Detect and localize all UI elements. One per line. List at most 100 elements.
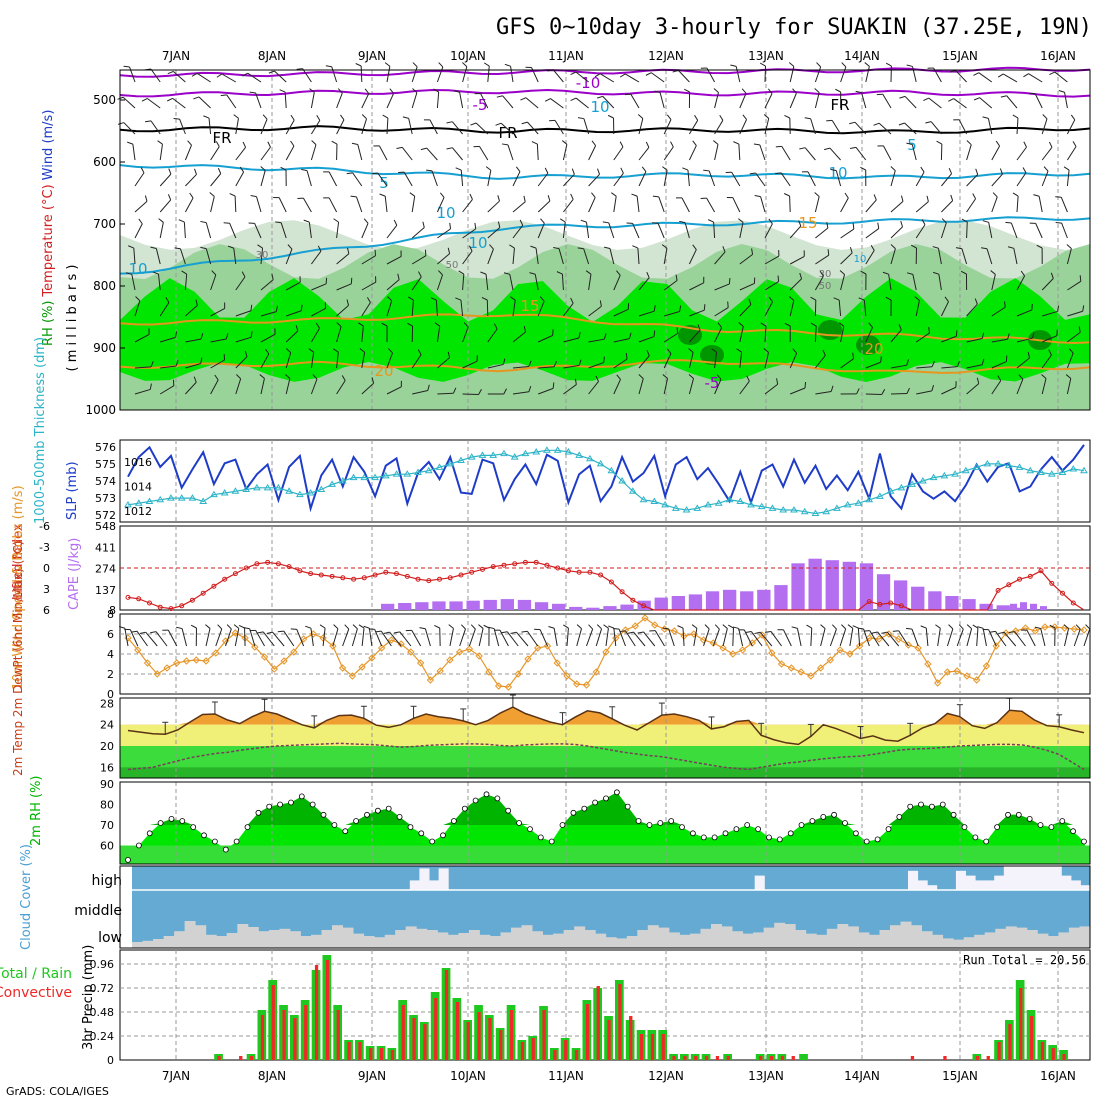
wind-barb bbox=[638, 310, 655, 317]
wind-speed-point bbox=[953, 667, 961, 675]
wind-barb-flag bbox=[616, 374, 621, 380]
wind-barb-flag bbox=[670, 141, 674, 148]
cloud-low-bar bbox=[311, 934, 322, 948]
wind-barb-flag bbox=[447, 351, 451, 358]
precip-convective-bar bbox=[997, 1042, 1001, 1060]
rh2m-point bbox=[581, 805, 588, 812]
thickness-point bbox=[564, 447, 573, 455]
cloud-low-bar bbox=[132, 942, 143, 948]
wind-barb-flag bbox=[578, 359, 582, 366]
wind-barb bbox=[256, 196, 262, 213]
li-point bbox=[565, 568, 571, 574]
wind-barb bbox=[462, 360, 478, 369]
wind-barb bbox=[1035, 223, 1043, 239]
wind-barb-flag bbox=[966, 140, 972, 146]
wind-barb bbox=[487, 227, 501, 239]
wind-barb-flag bbox=[173, 118, 180, 120]
wind-barb-flag bbox=[244, 350, 248, 357]
wind-barb-flag bbox=[217, 624, 223, 630]
cape-bar bbox=[791, 563, 805, 610]
wind-barb bbox=[1067, 331, 1081, 343]
wind-barb bbox=[512, 224, 524, 239]
wind-barb-flag bbox=[455, 297, 462, 301]
precip-convective-bar bbox=[910, 1056, 915, 1060]
li-point bbox=[200, 590, 206, 596]
y-tick-cape: 274 bbox=[95, 563, 116, 576]
wind-barb bbox=[285, 145, 295, 161]
wind-barb-flag bbox=[496, 95, 503, 98]
wind-barb-flag bbox=[295, 325, 299, 332]
wind-barb bbox=[898, 630, 909, 647]
wind-barb-flag bbox=[452, 387, 457, 394]
contour-label: 15 bbox=[798, 214, 817, 232]
thickness-point bbox=[671, 504, 680, 511]
wind-barb-flag bbox=[627, 631, 634, 634]
wind-barb-flag bbox=[331, 140, 338, 145]
wind-barb-flag bbox=[625, 353, 628, 360]
wind-barb-flag bbox=[833, 297, 840, 301]
wind-barb-flag bbox=[1020, 270, 1026, 277]
temp-line bbox=[127, 706, 1085, 746]
wind-barb bbox=[150, 120, 161, 135]
wind-barb-flag bbox=[560, 218, 566, 223]
wind-barb-flag bbox=[754, 194, 761, 198]
rh2m-point bbox=[668, 818, 675, 824]
thickness-point bbox=[231, 487, 240, 494]
wind-barb bbox=[426, 147, 438, 161]
cape-bar bbox=[945, 596, 959, 610]
wind-barb-flag bbox=[175, 360, 179, 367]
rh2m-point bbox=[907, 803, 914, 810]
wind-barb-flag bbox=[242, 72, 248, 77]
wind-barb bbox=[210, 359, 225, 369]
wind-barb bbox=[643, 631, 656, 647]
y-tick-wind: 0 bbox=[107, 688, 114, 701]
wind-barb bbox=[764, 93, 773, 109]
cloud-low-bar bbox=[647, 925, 659, 948]
wind-barb-flag bbox=[814, 88, 820, 93]
wind-barb-flag bbox=[371, 377, 375, 384]
wind-speed-point bbox=[612, 634, 620, 642]
wind-barb bbox=[678, 70, 690, 83]
cape-bar bbox=[432, 601, 446, 610]
wind-barb bbox=[537, 300, 545, 317]
wind-barb bbox=[575, 97, 589, 109]
wind-barb bbox=[991, 380, 1002, 395]
wind-barb bbox=[124, 628, 129, 647]
wind-barb bbox=[123, 122, 136, 135]
precip-convective-bar bbox=[531, 1038, 535, 1060]
wind-barb bbox=[159, 199, 172, 213]
y-tick-precip: 0.24 bbox=[90, 1030, 115, 1043]
wind-barb bbox=[134, 223, 143, 239]
wind-barb-flag bbox=[381, 322, 388, 327]
wind-barb bbox=[563, 364, 580, 369]
wind-barb bbox=[966, 338, 983, 343]
li-point bbox=[125, 594, 131, 600]
thickness-point bbox=[188, 494, 197, 501]
rh2m-point bbox=[679, 824, 685, 830]
wind-barb bbox=[233, 248, 237, 265]
cape-bar bbox=[500, 599, 514, 610]
rh2m-point bbox=[570, 809, 577, 816]
wind-barb-flag bbox=[1005, 221, 1012, 224]
contour-label: 10 bbox=[128, 260, 147, 278]
wind-barb-flag bbox=[961, 218, 968, 223]
wind-barb bbox=[1026, 629, 1036, 647]
thickness-point bbox=[972, 463, 981, 470]
wind-barb bbox=[1067, 280, 1082, 291]
wind-barb-flag bbox=[949, 69, 956, 73]
wind-barb-flag bbox=[262, 114, 268, 120]
thickness-point bbox=[682, 506, 691, 513]
wind-barb bbox=[1066, 352, 1074, 369]
wind-barb-flag bbox=[150, 246, 157, 249]
precip-convective-bar bbox=[412, 1018, 416, 1060]
wind-barb bbox=[840, 197, 849, 213]
li-point bbox=[361, 575, 367, 581]
wind-barb-flag bbox=[577, 117, 585, 120]
li-point bbox=[265, 559, 271, 565]
wind-speed-point bbox=[768, 649, 776, 657]
wind-barb bbox=[322, 628, 326, 647]
thickness-point bbox=[467, 453, 476, 460]
x-tick-label-top: 7JAN bbox=[162, 49, 190, 63]
